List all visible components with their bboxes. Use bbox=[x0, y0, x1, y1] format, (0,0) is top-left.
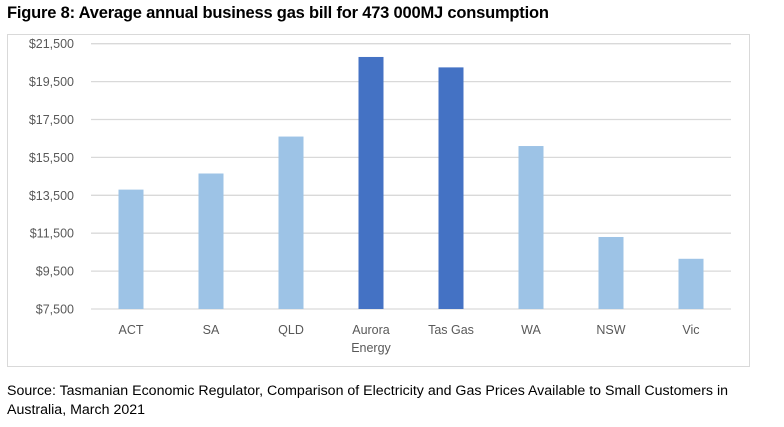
x-tick-label: Energy bbox=[351, 341, 391, 355]
bar-qld bbox=[278, 136, 304, 309]
x-tick-label: Vic bbox=[682, 323, 699, 337]
y-tick-label: $7,500 bbox=[36, 303, 74, 317]
bar-nsw bbox=[598, 236, 624, 309]
y-tick-label: $13,500 bbox=[29, 189, 74, 203]
y-tick-label: $17,500 bbox=[29, 113, 74, 127]
bar-tas-gas bbox=[438, 67, 464, 309]
chart-title: Figure 8: Average annual business gas bi… bbox=[7, 4, 549, 22]
y-tick-label: $15,500 bbox=[29, 151, 74, 165]
x-tick-label: Aurora bbox=[352, 323, 390, 337]
source-note: Source: Tasmanian Economic Regulator, Co… bbox=[7, 383, 728, 418]
y-tick-label: $9,500 bbox=[36, 265, 74, 279]
bar-aurora-energy bbox=[358, 56, 384, 310]
chart-area bbox=[7, 34, 750, 367]
x-tick-label: SA bbox=[203, 323, 220, 337]
y-tick-label: $11,500 bbox=[30, 227, 74, 241]
x-tick-label: Tas Gas bbox=[428, 323, 474, 337]
bar-act bbox=[118, 189, 144, 309]
x-tick-label: WA bbox=[521, 323, 541, 337]
y-tick-label: $21,500 bbox=[29, 37, 74, 51]
bar-vic bbox=[678, 258, 704, 309]
x-tick-label: NSW bbox=[596, 323, 625, 337]
x-tick-label: ACT bbox=[119, 323, 144, 337]
bar-sa bbox=[198, 173, 224, 309]
bar-wa bbox=[518, 146, 544, 309]
y-tick-label: $19,500 bbox=[29, 75, 74, 89]
x-tick-label: QLD bbox=[278, 323, 304, 337]
